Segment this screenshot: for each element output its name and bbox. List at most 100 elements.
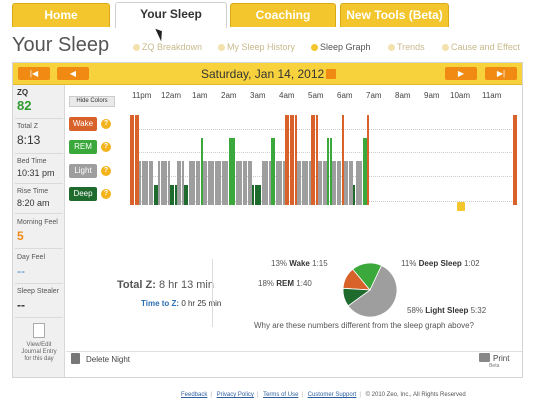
- pie-label-pct: 18%: [258, 279, 275, 288]
- sleep-graph-bar-deep: [254, 185, 257, 205]
- divider: [66, 351, 522, 352]
- sleep-graph-bar-light: [325, 161, 328, 205]
- delete-night-button[interactable]: Delete Night: [71, 353, 130, 364]
- pie-slice-light-sleep: [347, 265, 398, 318]
- pie-label-wake: 13% Wake 1:15: [271, 259, 328, 268]
- sleep-graph-bar-light: [207, 161, 210, 205]
- footer-link-privacy-policy[interactable]: Privacy Policy: [216, 392, 254, 398]
- pie-label-name: Light Sleep: [425, 306, 469, 315]
- footer-link-feedback[interactable]: Feedback: [181, 392, 208, 398]
- subnav-zq-breakdown[interactable]: ZQ Breakdown: [133, 42, 202, 52]
- sleep-graph-bar-light: [144, 161, 147, 205]
- tab-coaching[interactable]: Coaching: [230, 3, 336, 27]
- total-z-label: Total Z: [17, 123, 39, 130]
- footer-link-customer-support[interactable]: Customer Support: [307, 392, 357, 398]
- sleep-breakdown-pie-chart: [342, 262, 398, 318]
- sleep-graph-bar-rem: [273, 138, 276, 205]
- sleep-graph-bar-light: [339, 161, 342, 205]
- bed-time-label: Bed Time: [17, 158, 47, 165]
- subnav-label: ZQ Breakdown: [142, 42, 203, 52]
- sleep-graph-bar-light: [202, 161, 205, 205]
- trash-icon: [71, 353, 80, 364]
- pie-label-deep-sleep: 11% Deep Sleep 1:02: [401, 259, 480, 268]
- sleep-graph-bar-light: [282, 161, 285, 205]
- pie-label-name: Deep Sleep: [418, 259, 462, 268]
- hide-colors-button[interactable]: Hide Colors: [69, 96, 115, 107]
- sleep-graph-bar-light: [179, 161, 182, 205]
- sleep-graph-bar-light: [355, 161, 358, 205]
- sleep-graph-bar-light: [275, 161, 278, 205]
- journal-marker-icon[interactable]: [457, 202, 465, 211]
- back-icon[interactable]: ◀: [57, 67, 89, 80]
- print-button[interactable]: Print Beta: [479, 353, 509, 369]
- hour-label: 2am: [221, 91, 237, 100]
- help-icon[interactable]: ?: [101, 142, 111, 152]
- sleep-graph-bar-deep: [353, 185, 356, 205]
- divider: [15, 213, 63, 214]
- sleep-graph-bar-light: [209, 161, 212, 205]
- beta-label: Beta: [489, 363, 500, 369]
- sleep-graph-bar-light: [141, 161, 144, 205]
- sleep-graph-bar-wake: [315, 115, 318, 205]
- total-z-summary: Total Z: 8 hr 13 min: [117, 279, 214, 291]
- sleep-graph-bar-deep: [186, 185, 189, 205]
- main-tab-bar: Home Your Sleep Coaching New Tools (Beta…: [0, 0, 533, 28]
- subnav-sleep-graph[interactable]: Sleep Graph: [311, 42, 371, 52]
- current-date: Saturday, Jan 14, 2012: [201, 67, 325, 81]
- sleep-graph-bar-light: [238, 161, 241, 205]
- hour-label: 3am: [250, 91, 266, 100]
- calendar-icon[interactable]: [326, 69, 336, 79]
- sleep-graph-bar-light: [296, 161, 299, 205]
- hour-label: 11pm: [132, 91, 152, 100]
- sleep-graph-bar-rem: [327, 138, 330, 205]
- hour-label: 11am: [482, 91, 502, 100]
- sleep-graph-bar-light: [205, 161, 208, 205]
- sleep-graph-bar-light: [195, 161, 198, 205]
- journal-entry-link[interactable]: View/Edit Journal Entry for this day: [17, 323, 61, 363]
- sleep-graph-bar-wake: [313, 115, 316, 205]
- divider: [15, 183, 63, 184]
- hour-label: 12am: [161, 91, 182, 100]
- pie-label-light-sleep: 58% Light Sleep 5:32: [407, 306, 486, 315]
- help-icon[interactable]: ?: [101, 119, 111, 129]
- subnav-cause-and-effect[interactable]: Cause and Effect: [442, 42, 520, 52]
- sleep-graph-bar-wake: [134, 115, 137, 205]
- sleep-graph-bar-wake: [137, 115, 140, 205]
- sleep-graph-bar-rem: [228, 138, 231, 205]
- sleep-graph-bar-wake: [289, 115, 292, 205]
- sleep-graph-bar-light: [167, 161, 170, 205]
- sleep-graph-bar-wake: [515, 115, 518, 205]
- sleep-graph-bar-rem: [329, 138, 332, 205]
- zq-label: ZQ: [17, 88, 29, 97]
- tab-your-sleep[interactable]: Your Sleep: [115, 2, 227, 28]
- sleep-graph-bar-light: [151, 161, 154, 205]
- footer-link-terms-of-use[interactable]: Terms of Use: [263, 392, 299, 398]
- journal-entry-label: View/Edit Journal Entry for this day: [21, 342, 57, 362]
- subnav-trends[interactable]: Trends: [388, 42, 425, 52]
- sleep-graph-bar-light: [245, 161, 248, 205]
- day-feel-value[interactable]: --: [17, 264, 25, 278]
- stage-label-rem: REM: [69, 140, 97, 154]
- sleep-graph-bar-light: [212, 161, 215, 205]
- sleep-graph-bar-light: [219, 161, 222, 205]
- sleep-graph-bar-wake: [292, 115, 295, 205]
- sleep-graph: Hide Colors Wake ? REM ? Light ? Deep ? …: [66, 85, 522, 217]
- subnav-my-sleep-history[interactable]: My Sleep History: [218, 42, 295, 52]
- pie-label-time: 1:40: [296, 279, 312, 288]
- forward-icon[interactable]: ▶: [445, 67, 477, 80]
- help-icon[interactable]: ?: [101, 189, 111, 199]
- tab-home[interactable]: Home: [12, 3, 110, 27]
- skip-forward-icon[interactable]: ▶|: [485, 67, 517, 80]
- morning-feel-value[interactable]: 5: [17, 229, 24, 243]
- skip-back-icon[interactable]: |◀: [18, 67, 50, 80]
- sleep-graph-bar-light: [266, 161, 269, 205]
- sleep-graph-bar-wake: [310, 115, 313, 205]
- sleep-graph-bar-deep: [256, 185, 259, 205]
- tab-new-tools[interactable]: New Tools (Beta): [340, 3, 449, 27]
- sleep-graph-bar-light: [214, 161, 217, 205]
- pie-slice-deep-sleep: [342, 287, 372, 307]
- help-icon[interactable]: ?: [101, 166, 111, 176]
- sleep-graph-bar-wake: [513, 115, 516, 205]
- sleep-stealer-value[interactable]: --: [17, 298, 25, 312]
- numbers-different-link[interactable]: Why are these numbers different from the…: [254, 321, 474, 330]
